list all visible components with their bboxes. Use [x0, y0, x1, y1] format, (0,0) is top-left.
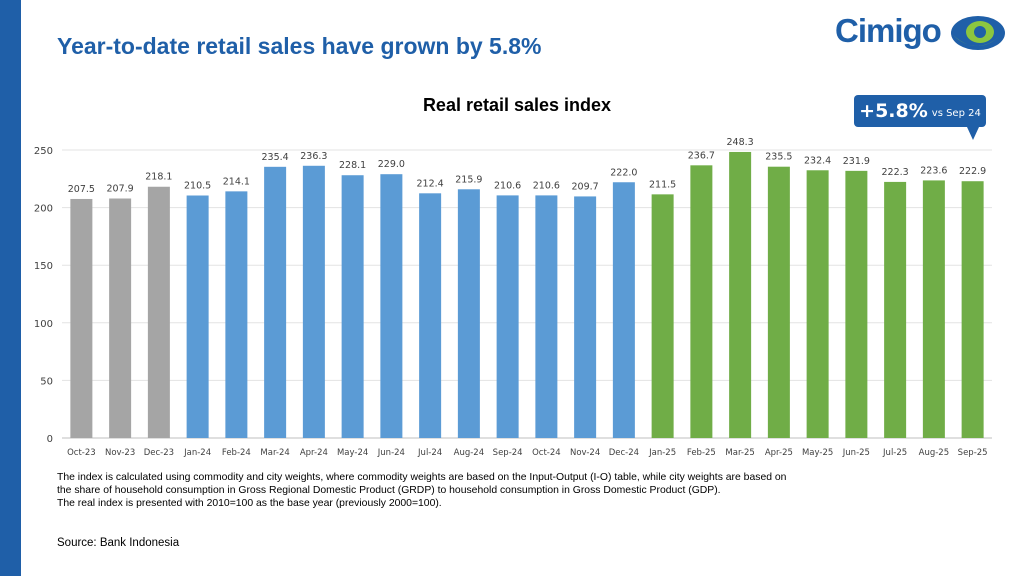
data-label: 215.9	[455, 174, 482, 185]
logo-text: Cimigo	[835, 12, 942, 49]
footnote-line: The index is calculated using commodity …	[57, 472, 787, 483]
data-label: 235.4	[262, 152, 289, 163]
y-tick-label: 200	[34, 204, 53, 215]
bar	[690, 165, 713, 438]
x-tick-label: Jan-25	[648, 448, 676, 458]
bar	[884, 181, 907, 438]
x-tick-label: Dec-24	[609, 448, 639, 458]
data-label: 232.4	[804, 155, 831, 166]
data-label: 228.1	[339, 160, 366, 171]
data-label: 248.3	[727, 137, 754, 148]
side-stripe	[0, 0, 21, 576]
data-label: 231.9	[843, 156, 870, 167]
x-tick-label: Jun-25	[842, 448, 870, 458]
data-label: 211.5	[649, 179, 676, 190]
x-tick-label: Nov-24	[570, 448, 600, 458]
page-title: Year-to-date retail sales have grown by …	[57, 33, 542, 59]
x-tick-label: Jul-24	[417, 448, 442, 458]
y-tick-label: 100	[34, 319, 53, 330]
eye-icon	[951, 16, 1005, 50]
bar	[70, 198, 93, 438]
y-tick-label: 150	[34, 261, 53, 272]
x-tick-label: Oct-24	[532, 448, 561, 458]
bar	[845, 170, 868, 438]
bar	[147, 186, 170, 438]
x-tick-label: Mar-24	[260, 448, 289, 458]
data-label: 229.0	[378, 159, 405, 170]
bar	[186, 195, 209, 438]
footnote: The index is calculated using commodity …	[57, 471, 917, 510]
data-label: 209.7	[572, 181, 599, 192]
x-tick-label: Jan-24	[183, 448, 211, 458]
bar	[535, 195, 558, 438]
callout-label: vs Sep 24	[931, 107, 981, 119]
data-label: 222.3	[882, 167, 909, 178]
bar	[302, 165, 325, 438]
data-label: 235.5	[765, 152, 792, 163]
x-tick-label: Nov-23	[105, 448, 135, 458]
bar	[341, 175, 364, 438]
bar	[729, 151, 752, 438]
chart-title: Real retail sales index	[422, 95, 612, 115]
bar	[767, 166, 790, 439]
callout-pointer	[967, 127, 979, 140]
bar	[419, 193, 442, 438]
x-tick-label: Feb-25	[687, 448, 716, 458]
data-label: 222.0	[610, 167, 637, 178]
bar	[457, 189, 480, 438]
x-tick-label: Aug-25	[919, 448, 949, 458]
y-tick-label: 250	[34, 146, 53, 157]
data-label: 223.6	[920, 165, 947, 176]
data-label: 210.6	[494, 180, 521, 191]
x-tick-label: Feb-24	[222, 448, 251, 458]
x-tick-label: Apr-25	[765, 448, 793, 458]
x-tick-label: Mar-25	[725, 448, 754, 458]
bar	[961, 181, 984, 439]
data-label: 210.5	[184, 181, 211, 192]
data-label: 222.9	[959, 166, 986, 177]
growth-callout: +5.8% vs Sep 24	[854, 95, 986, 127]
bar	[225, 191, 248, 438]
bar	[264, 166, 287, 438]
footnote-line: The real index is presented with 2010=10…	[57, 498, 442, 509]
source-note: Source: Bank Indonesia	[57, 537, 180, 549]
x-tick-label: May-24	[337, 448, 368, 458]
x-tick-label: May-25	[802, 448, 833, 458]
data-label: 236.3	[300, 151, 327, 162]
x-tick-label: Jun-24	[377, 448, 405, 458]
data-label: 218.1	[145, 172, 172, 183]
cimigo-logo: Cimigo	[835, 12, 1005, 56]
y-tick-label: 0	[47, 434, 53, 445]
x-tick-label: Sep-25	[958, 448, 988, 458]
bar	[806, 170, 829, 438]
data-label: 210.6	[533, 180, 560, 191]
bar	[380, 174, 403, 438]
x-tick-label: Jul-25	[882, 448, 907, 458]
callout-value: +5.8%	[859, 100, 928, 122]
bar	[574, 196, 597, 438]
bar	[922, 180, 945, 439]
bar	[612, 182, 635, 438]
footnote-line: the share of household consumption in Gr…	[57, 485, 721, 496]
bar	[651, 194, 674, 438]
data-label: 214.1	[223, 176, 250, 187]
x-tick-label: Sep-24	[493, 448, 523, 458]
bar	[496, 195, 519, 438]
x-tick-label: Oct-23	[67, 448, 96, 458]
bar	[109, 198, 132, 438]
x-tick-label: Dec-23	[144, 448, 174, 458]
data-label: 207.9	[107, 183, 134, 194]
data-label: 207.5	[68, 184, 95, 195]
x-tick-label: Apr-24	[300, 448, 328, 458]
data-label: 212.4	[417, 178, 444, 189]
y-tick-label: 50	[40, 376, 53, 387]
data-label: 236.7	[688, 150, 715, 161]
x-tick-label: Aug-24	[454, 448, 484, 458]
